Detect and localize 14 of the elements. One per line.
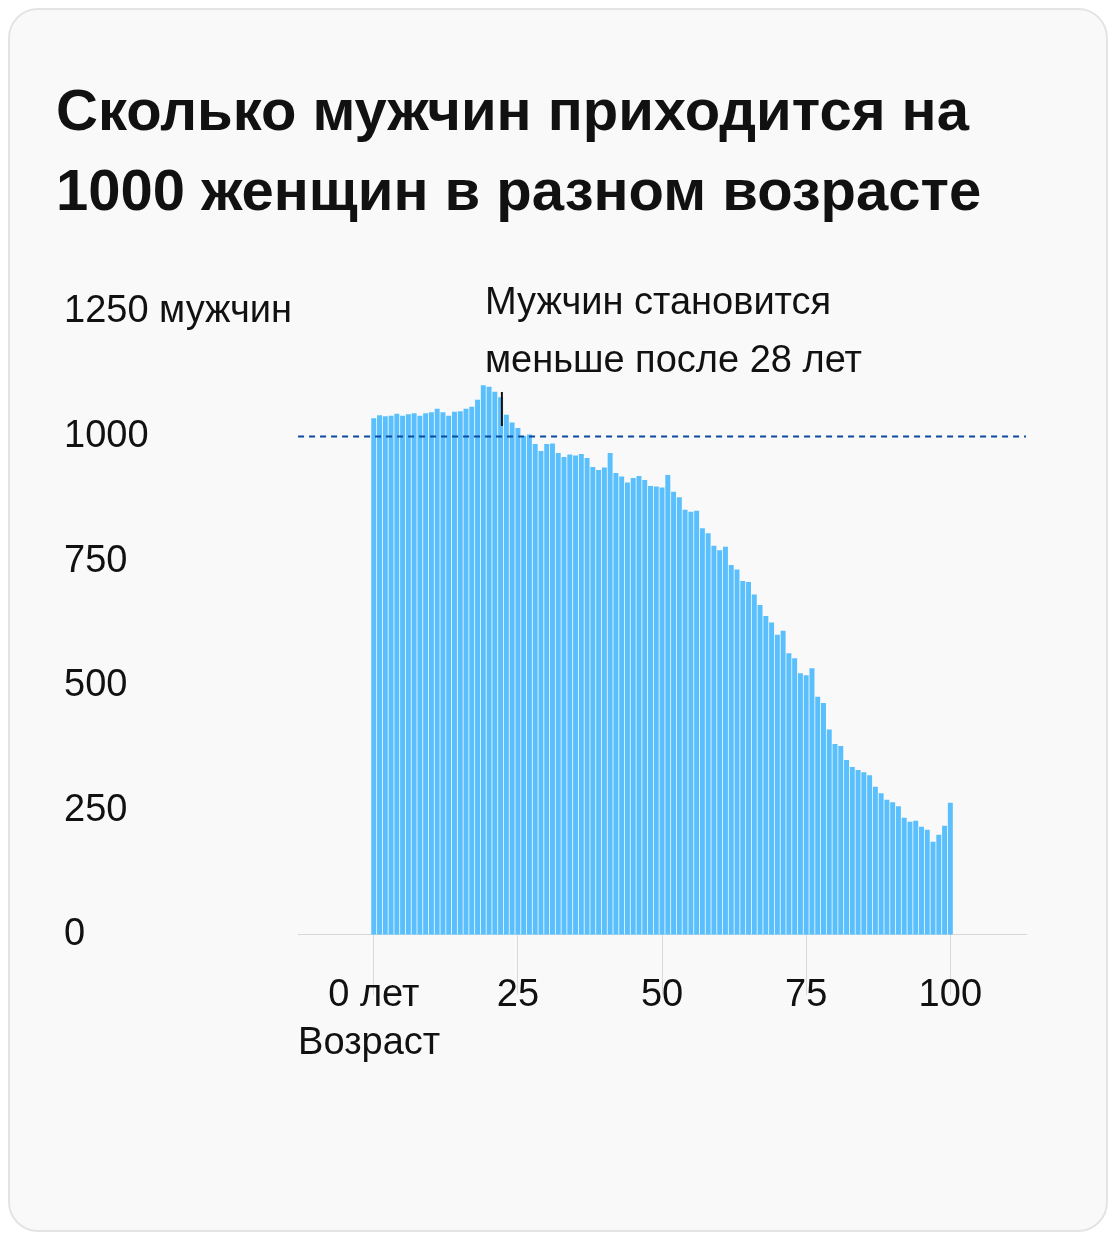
y-tick-label: 1250 мужчин (64, 288, 293, 331)
y-tick-label: 250 (64, 786, 128, 829)
x-tick-label: 25 (496, 972, 540, 1015)
x-axis-title: Возраст (298, 1019, 441, 1062)
chart-title: Сколько мужчин приходится на 1000 женщин в разном возрасте (56, 76, 983, 224)
x-tick-label: 0 лет (328, 972, 420, 1015)
x-tick-label: 100 (918, 972, 983, 1015)
y-tick-label: 1000 (64, 413, 149, 456)
x-tick-label: 50 (640, 972, 684, 1015)
annotation: Мужчин становится меньше после 28 лет (484, 280, 862, 380)
y-tick-label: 750 (64, 537, 128, 580)
y-tick-label: 500 (64, 662, 128, 705)
y-tick-label: 0 (64, 911, 86, 954)
x-tick-label: 75 (785, 972, 828, 1015)
